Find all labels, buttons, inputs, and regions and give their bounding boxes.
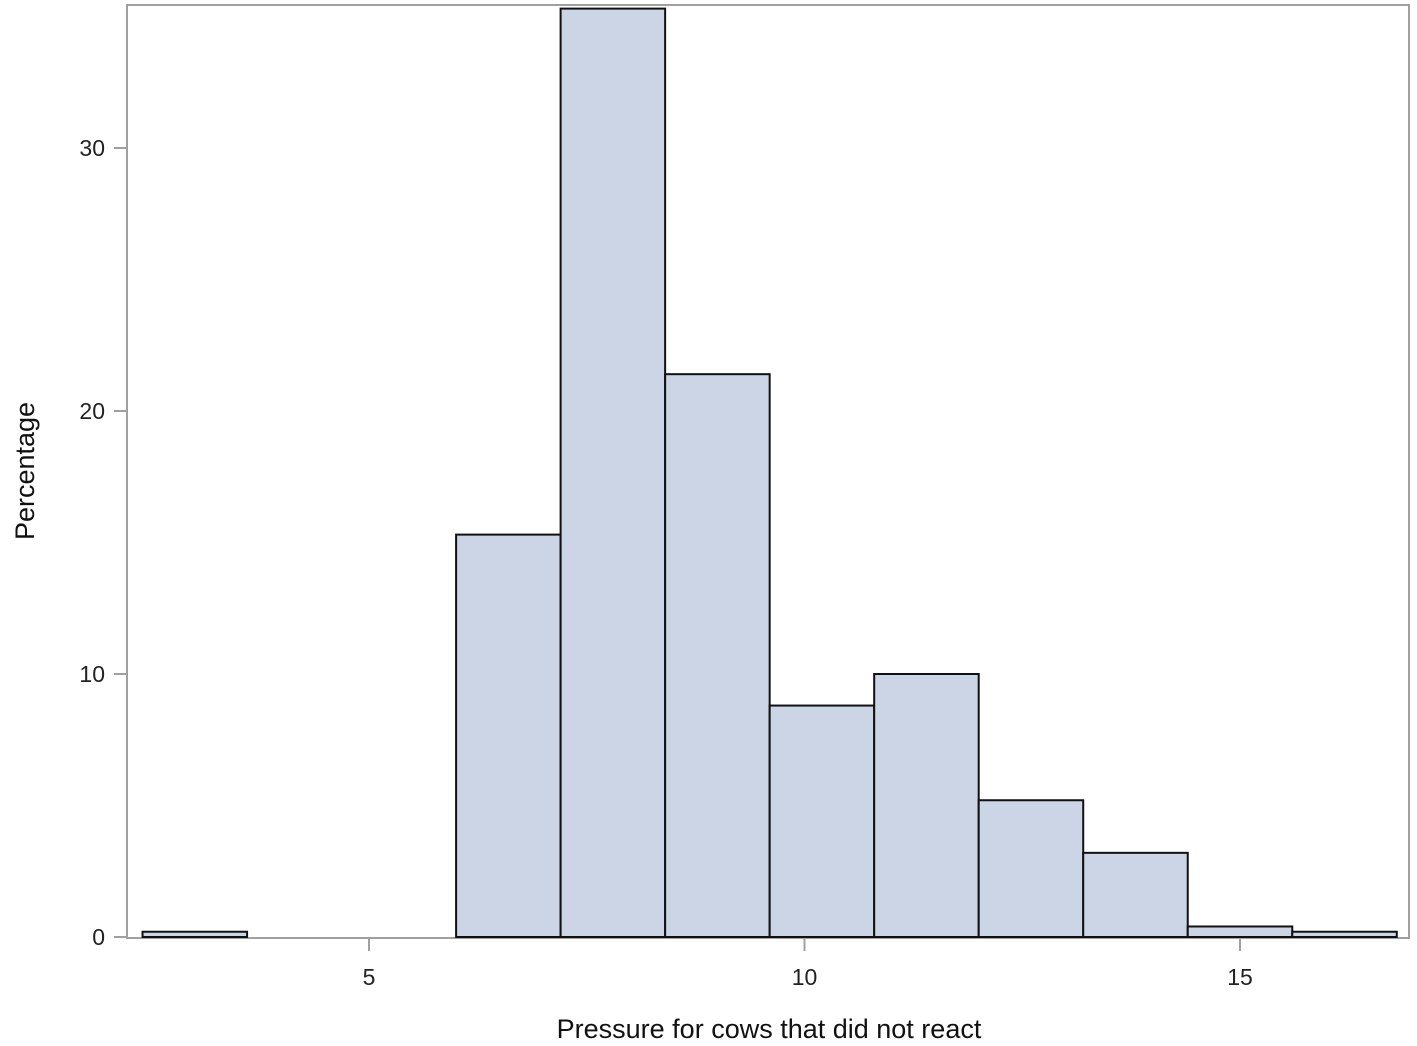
plot-frame	[126, 4, 1410, 939]
histogram-bar	[768, 704, 876, 938]
histogram-bar	[559, 7, 667, 939]
histogram-bar	[455, 533, 562, 938]
histogram-bar	[977, 799, 1085, 938]
x-axis: 5 10 15	[363, 938, 1253, 990]
y-tick-label: 10	[79, 661, 105, 687]
y-tick-label: 30	[79, 135, 105, 161]
histogram-bar	[664, 373, 771, 938]
histogram-bar	[141, 930, 249, 938]
x-axis-title: Pressure for cows that did not react	[557, 1014, 982, 1044]
y-tick-label: 0	[92, 924, 105, 950]
x-tick-label: 15	[1227, 964, 1253, 990]
histogram-bar	[873, 673, 980, 938]
histogram-bar	[1082, 851, 1189, 939]
x-tick-label: 10	[792, 964, 818, 990]
histogram-bar	[1186, 925, 1294, 938]
y-tick-label: 20	[79, 398, 105, 424]
y-axis-title: Percentage	[10, 402, 40, 540]
x-tick-label: 5	[363, 964, 376, 990]
y-axis: 0 10 20 30	[79, 135, 127, 950]
histogram-bars	[141, 7, 1398, 939]
histogram-bar	[1291, 930, 1398, 938]
